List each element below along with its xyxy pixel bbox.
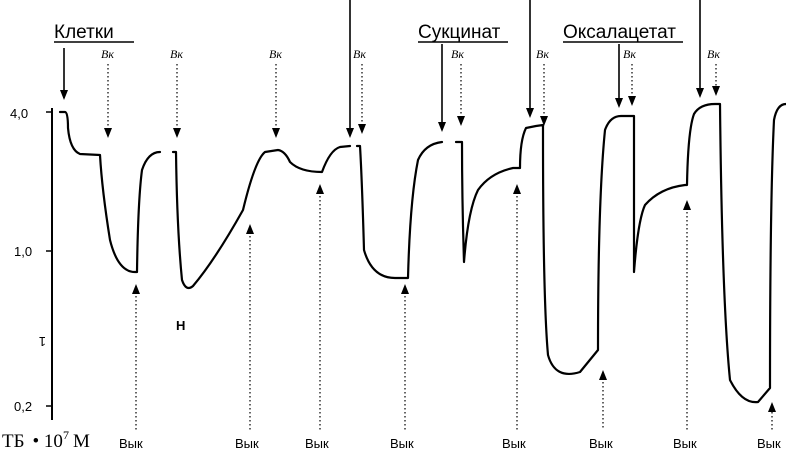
off-arrows [132,184,776,430]
on-label: Вк [170,47,183,61]
on-label: Вк [623,47,636,61]
arrow-head [712,86,720,96]
arrow-head [526,108,534,118]
arrow-head [599,370,607,380]
arrow-head [173,128,181,138]
arrow-head [683,200,691,210]
solid-arrows [60,0,704,138]
off-label: Вык [305,436,329,451]
y-tick-label: 4,0 [10,106,28,121]
on-label: Вк [353,47,366,61]
off-label: Вык [235,436,259,451]
section-label-succinate: Сукцинат [418,22,501,43]
off-label: Вык [589,436,613,451]
on-label: Вк [451,47,464,61]
arrow-head [457,116,465,126]
arrow-head [60,90,68,100]
section-label-cells: Клетки [54,22,114,43]
on-label: Вк [536,47,549,61]
arrow-head [358,124,366,134]
arrow-head [438,122,446,132]
arrow-head [615,98,623,108]
arrow-head [132,284,140,294]
y-axis-mark: 1 [39,334,46,349]
arrow-head [246,224,254,234]
section-label-oxaloacetate: Оксалацетат [563,22,676,43]
scale-bar-symbol: H [176,318,185,333]
on-arrows: Вк Вк Вк Вк Вк Вк Вк Вк [101,47,720,138]
off-label: Вык [757,436,781,451]
arrow-head [540,116,548,126]
on-label: Вк [269,47,282,61]
arrow-head [768,402,776,412]
y-tick-label: 0,2 [14,399,32,414]
arrow-head [696,88,704,98]
y-unit-label: ТБ • 107 М [2,428,90,452]
oxygen-trace-line [58,102,786,404]
arrow-head [104,128,112,138]
on-label: Вк [101,47,114,61]
on-label: Вк [707,47,720,61]
arrow-head [316,184,324,194]
y-tick-label: 1,0 [14,244,32,259]
arrow-head [628,96,636,106]
off-label: Вык [673,436,697,451]
arrow-head [346,128,354,138]
off-label: Вык [502,436,526,451]
arrow-head [401,284,409,294]
off-label: Вык [390,436,414,451]
arrow-head [513,184,521,194]
off-label: Вык [119,436,143,451]
arrow-head [272,128,280,138]
